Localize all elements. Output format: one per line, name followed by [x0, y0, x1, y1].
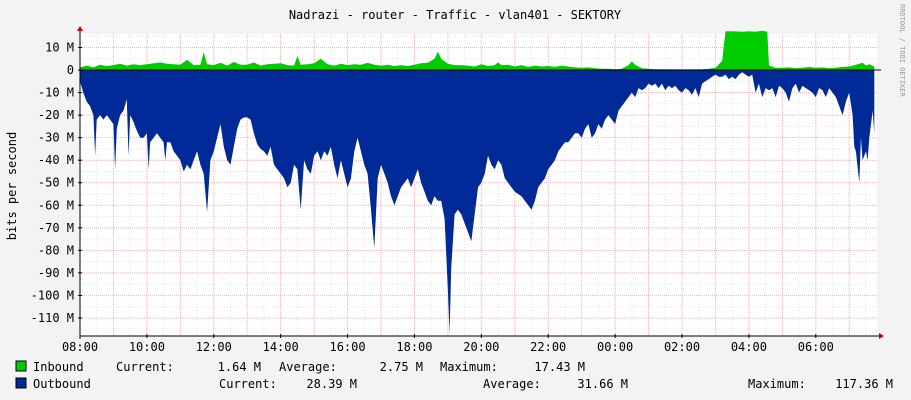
x-axis-arrow — [879, 333, 884, 339]
axes — [77, 26, 884, 339]
legend-inbound-maximum-label: Maximum: — [440, 360, 498, 374]
legend-inbound-current-value: 1.64 M — [218, 360, 261, 374]
legend-outbound-current-label: Current: — [219, 377, 277, 391]
legend-inbound-maximum-value: 17.43 M — [534, 360, 585, 374]
x-tick-labels: 08:00 10:00 12:00 14:00 16:00 18:00 20:00 22:00… — [62, 334, 834, 354]
x-tick-label: 14:00 — [263, 340, 299, 354]
y-tick-label: -90 M — [38, 266, 74, 280]
y-tick-label: -100 M — [31, 288, 74, 302]
y-tick-label: -30 M — [38, 131, 74, 145]
legend-outbound-maximum-value: 117.36 M — [835, 377, 893, 391]
legend-outbound-average-label: Average: — [483, 377, 541, 391]
series-layer — [80, 30, 875, 334]
legend-outbound: Outbound Current: 28.39 M Average: 31.66… — [15, 377, 893, 391]
x-tick-label: 12:00 — [196, 340, 232, 354]
x-tick-label: 18:00 — [396, 340, 432, 354]
y-tick-label: 0 — [67, 63, 74, 77]
y-tick-label: -70 M — [38, 221, 74, 235]
x-tick-label: 22:00 — [530, 340, 566, 354]
legend-inbound-swatch — [15, 360, 27, 372]
legend-outbound-name: Outbound — [33, 377, 91, 391]
x-tick-label: 04:00 — [731, 340, 767, 354]
x-tick-label: 06:00 — [798, 340, 834, 354]
rrdtool-watermark: RRDTOOL / TOBI OETIKER — [898, 4, 906, 98]
legend-outbound-swatch — [15, 377, 27, 389]
x-tick-label: 08:00 — [62, 340, 98, 354]
y-axis-arrow — [77, 26, 83, 31]
y-tick-label: -110 M — [31, 311, 74, 325]
legend-outbound-current-value: 28.39 M — [306, 377, 357, 391]
chart-title: Nadrazi - router - Traffic - vlan401 - S… — [289, 8, 622, 22]
x-tick-label: 02:00 — [664, 340, 700, 354]
legend-inbound-average-label: Average: — [279, 360, 337, 374]
y-tick-label: -60 M — [38, 198, 74, 212]
legend-inbound-current-label: Current: — [116, 360, 174, 374]
legend-inbound-average-value: 2.75 M — [380, 360, 423, 374]
x-tick-label: 20:00 — [463, 340, 499, 354]
y-tick-label: -50 M — [38, 176, 74, 190]
y-tick-label: -20 M — [38, 108, 74, 122]
y-tick-label: -40 M — [38, 153, 74, 167]
y-axis-label: bits per second — [5, 132, 19, 240]
series-outbound-area — [80, 70, 875, 334]
x-tick-label: 10:00 — [129, 340, 165, 354]
x-tick-label: 00:00 — [597, 340, 633, 354]
y-tick-labels: 10 M 0 -10 M -20 M -30 M -40 M -50 M -60 M -70 M… — [31, 41, 82, 325]
series-inbound-area — [80, 30, 875, 71]
legend-outbound-average-value: 31.66 M — [577, 377, 628, 391]
legend-inbound-name: Inbound — [33, 360, 84, 374]
x-tick-label: 16:00 — [329, 340, 365, 354]
legend-outbound-maximum-label: Maximum: — [748, 377, 806, 391]
y-tick-label: -80 M — [38, 243, 74, 257]
legend-inbound: Inbound Current: 1.64 M Average: 2.75 M … — [15, 360, 585, 374]
y-tick-label: 10 M — [45, 41, 74, 55]
y-tick-label: -10 M — [38, 86, 74, 100]
